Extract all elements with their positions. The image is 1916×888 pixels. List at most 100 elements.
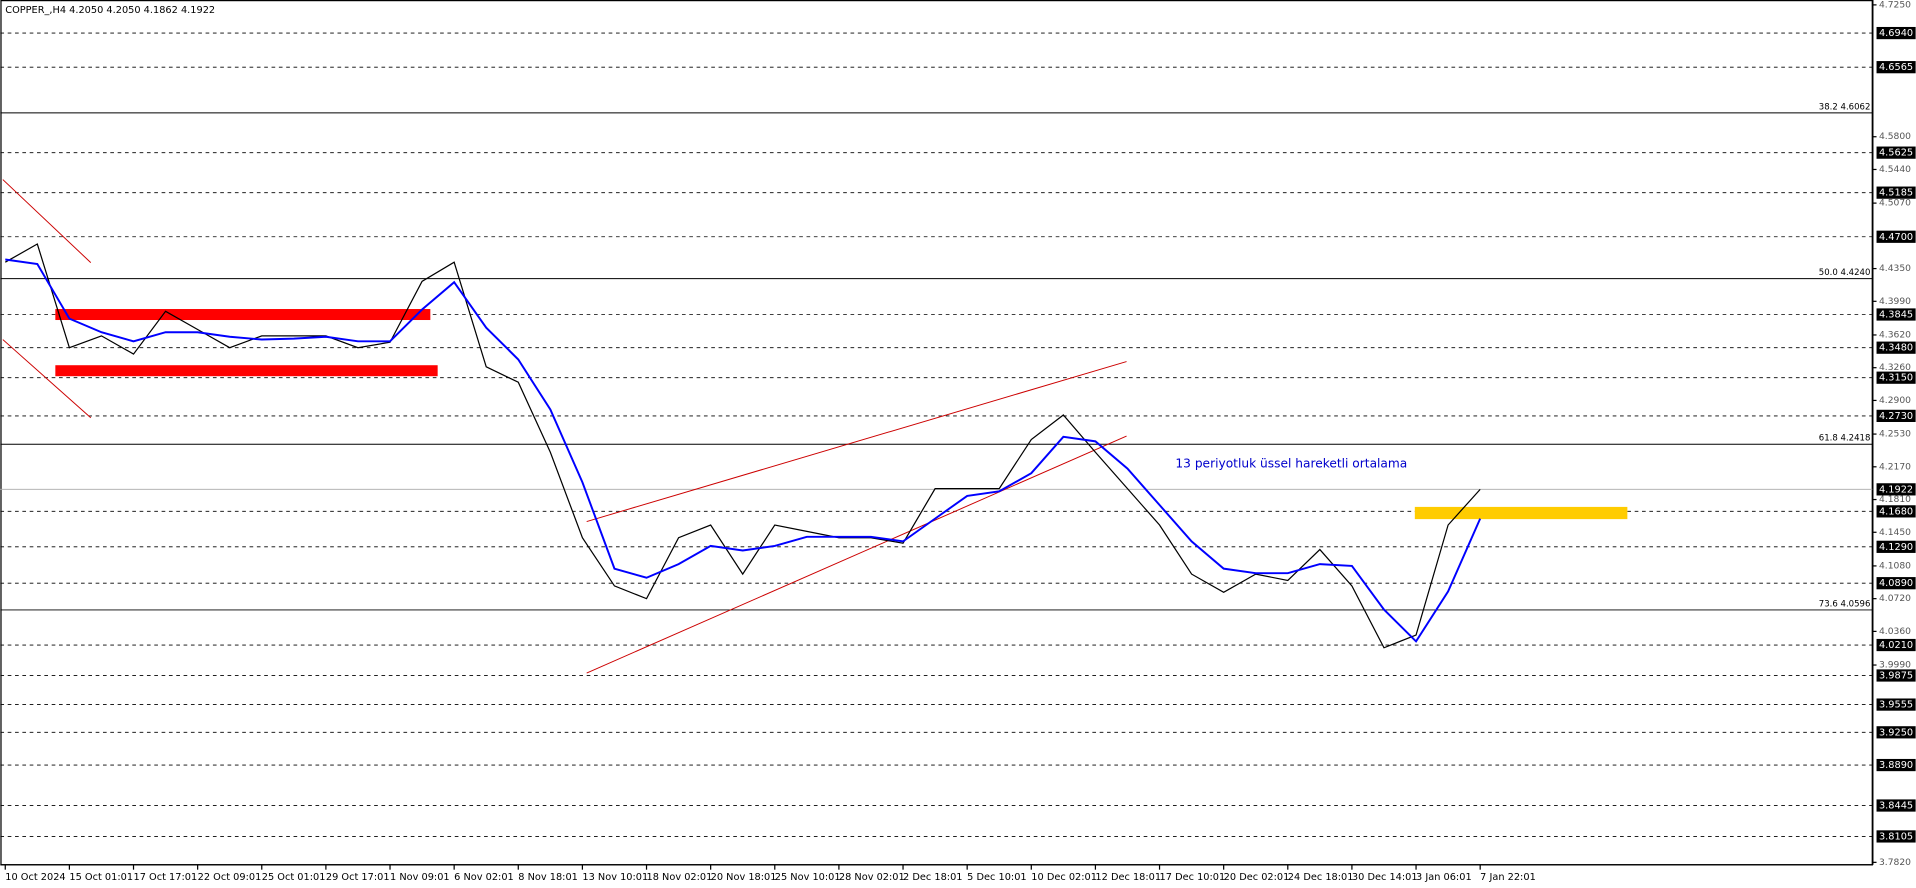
price-label-bg	[1876, 146, 1916, 159]
price-label-bg	[1876, 308, 1916, 321]
fib-label: 73.6 4.0596	[1819, 599, 1871, 609]
price-label: 4.1290	[1879, 542, 1913, 553]
y-tick-label: 4.0720	[1879, 593, 1911, 604]
price-label-bg	[1876, 61, 1916, 74]
series	[4, 243, 1482, 649]
price-label: 4.0210	[1879, 640, 1913, 651]
y-tick-label: 4.3990	[1879, 296, 1911, 307]
x-tick-label: 20 Dec 02:01	[1224, 872, 1290, 883]
x-tick-label: 25 Nov 10:01	[775, 872, 841, 883]
fib-label: 38.2 4.6062	[1819, 102, 1871, 112]
x-tick-label: 10 Dec 02:01	[1031, 872, 1097, 883]
price-label: 3.9875	[1879, 670, 1913, 681]
x-tick-label: 29 Oct 17:01	[326, 872, 390, 883]
price-line	[4, 243, 1481, 649]
y-tick-label: 4.1810	[1879, 494, 1911, 505]
y-tick-label: 4.2170	[1879, 461, 1911, 472]
x-tick-label: 22 Oct 09:01	[198, 872, 262, 883]
price-label: 4.3150	[1879, 373, 1913, 384]
channel-line	[2, 179, 92, 263]
x-tick-label: 30 Dec 14:01	[1352, 872, 1418, 883]
price-label: 3.8105	[1879, 831, 1913, 842]
x-tick-label: 13 Nov 10:01	[582, 872, 648, 883]
price-label-bg	[1876, 577, 1916, 590]
price-label-bg	[1876, 230, 1916, 243]
price-label: 3.9250	[1879, 727, 1913, 738]
price-label-bg	[1876, 505, 1916, 518]
price-label: 4.1680	[1879, 506, 1913, 517]
price-label: 4.4700	[1879, 232, 1913, 243]
y-tick-label: 4.1450	[1879, 527, 1911, 538]
price-label: 4.0890	[1879, 578, 1913, 589]
x-tick-label: 18 Nov 02:01	[647, 872, 713, 883]
price-label-bg	[1876, 758, 1916, 772]
price-label: 3.8890	[1879, 760, 1913, 771]
y-tick-label: 4.5070	[1879, 198, 1911, 209]
x-tick-label: 12 Dec 18:01	[1095, 872, 1161, 883]
price-label: 4.6940	[1879, 28, 1913, 39]
price-label-bg	[1876, 409, 1916, 422]
price-label-bg	[1876, 726, 1916, 739]
price-label: 4.5185	[1879, 188, 1913, 199]
x-tick-label: 15 Oct 01:01	[69, 872, 133, 883]
channel-line	[2, 339, 92, 419]
price-label-bg	[1876, 638, 1916, 652]
price-label-bg	[1876, 26, 1916, 40]
price-label-bg	[1876, 483, 1916, 496]
y-tick-label: 3.7820	[1879, 857, 1911, 868]
x-tick-label: 17 Dec 10:01	[1160, 872, 1226, 883]
support-zone	[55, 365, 438, 377]
price-label-bg	[1876, 371, 1916, 384]
y-tick-label: 4.2900	[1879, 395, 1911, 406]
y-tick-label: 4.2530	[1879, 429, 1911, 440]
x-tick-label: 1 Nov 09:01	[390, 872, 450, 883]
chart-title: COPPER_,H4 4.2050 4.2050 4.1862 4.1922	[5, 5, 215, 16]
y-tick-label: 4.4350	[1879, 263, 1911, 274]
price-label-bg	[1876, 540, 1916, 553]
price-label-bg	[1876, 698, 1916, 711]
y-tick-label: 4.0360	[1879, 626, 1911, 637]
price-line	[5, 258, 1482, 643]
channel-line	[586, 361, 1127, 523]
channel-line	[586, 435, 1127, 674]
price-label-bg	[1876, 799, 1916, 812]
levels: 38.2 4.6062 50.0 4.4240 61.8 4.2418 73.6 4.…	[0, 32, 1873, 837]
price-label-bg	[1876, 669, 1916, 682]
price-label-bg	[1876, 830, 1916, 843]
x-tick-label: 28 Nov 02:01	[839, 872, 905, 883]
price-label: 4.5625	[1879, 148, 1913, 159]
y-tick-label: 4.1080	[1879, 560, 1911, 571]
fib-label: 50.0 4.4240	[1819, 268, 1871, 278]
price-label: 4.6565	[1879, 62, 1913, 73]
x-tick-label: 25 Oct 01:01	[262, 872, 326, 883]
price-label: 4.3480	[1879, 343, 1913, 354]
price-label-bg	[1876, 186, 1916, 199]
y-tick-label: 4.5440	[1879, 164, 1911, 175]
y-tick-label: 4.7250	[1879, 0, 1911, 10]
annotation: 13 periyotluk üssel hareketli ortalama	[1175, 457, 1407, 471]
support-zone	[1414, 506, 1628, 520]
x-tick-label: 17 Oct 17:01	[134, 872, 198, 883]
x-tick-label: 2 Dec 18:01	[903, 872, 962, 883]
x-tick-label: 6 Nov 02:01	[454, 872, 514, 883]
x-tick-label: 8 Nov 18:01	[518, 872, 578, 883]
y-tick-label: 4.5800	[1879, 131, 1911, 142]
y-tick-label: 4.3620	[1879, 329, 1911, 340]
fib-label: 61.8 4.2418	[1819, 434, 1871, 444]
y-tick-label: 4.3260	[1879, 362, 1911, 373]
x-tick-label: 10 Oct 2024	[5, 872, 65, 883]
price-label: 4.2730	[1879, 411, 1913, 422]
price-label: 3.9555	[1879, 700, 1913, 711]
y-tick-label: 3.9990	[1879, 660, 1911, 671]
x-tick-label: 20 Nov 18:01	[711, 872, 777, 883]
resistance-zone	[55, 309, 431, 321]
price-label: 4.1922	[1879, 484, 1913, 495]
price-label-bg	[1876, 341, 1916, 354]
x-tick-label: 3 Jan 06:01	[1416, 872, 1472, 883]
x-tick-label: 7 Jan 22:01	[1480, 872, 1536, 883]
price-label: 4.3845	[1879, 310, 1913, 321]
x-tick-label: 5 Dec 10:01	[967, 872, 1026, 883]
